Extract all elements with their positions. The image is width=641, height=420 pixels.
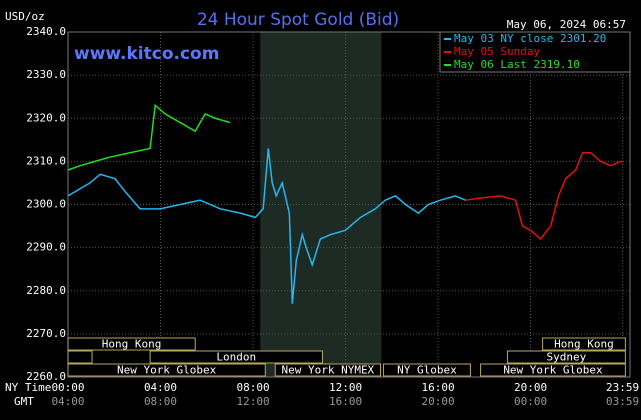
x2-tick-label: 20:00 (421, 395, 454, 408)
x-tick-label: 16:00 (421, 381, 454, 394)
y-axis-label: USD/oz (5, 10, 45, 23)
y-tick-label: 2340.0 (26, 25, 66, 38)
x-tick-label: 20:00 (514, 381, 547, 394)
price-line (67, 148, 466, 304)
price-line (465, 152, 623, 241)
session-box (67, 350, 93, 364)
legend-label: May 06 Last 2319.10 (454, 58, 580, 71)
x2-tick-label: 00:00 (514, 395, 547, 408)
session-box (67, 363, 266, 377)
x2-tick-label: 16:00 (329, 395, 362, 408)
x2-tick-label: 12:00 (236, 395, 269, 408)
session-label: New York NYMEX (281, 364, 374, 377)
x-tick-label: 23:59 (606, 381, 639, 394)
watermark: www.kitco.com (74, 44, 219, 64)
x2-axis-label: GMT (14, 395, 34, 408)
x-tick-label: 12:00 (329, 381, 362, 394)
y-tick-label: 2310.0 (26, 154, 66, 167)
y-tick-label: 2280.0 (26, 284, 66, 297)
x2-tick-label: 04:00 (51, 395, 84, 408)
chart-title: 24 Hour Spot Gold (Bid) (197, 10, 399, 30)
x-tick-label: 04:00 (144, 381, 177, 394)
y-tick-label: 2320.0 (26, 111, 66, 124)
y-tick-label: 2290.0 (26, 241, 66, 254)
legend-label: May 05 Sunday (454, 45, 540, 58)
x2-tick-label: 03:59 (606, 395, 639, 408)
session-label: NY Globex (397, 364, 457, 377)
session-box (506, 350, 626, 364)
x-tick-label: 00:00 (51, 381, 84, 394)
timestamp: May 06, 2024 06:57 (507, 18, 626, 31)
legend-box (439, 31, 631, 73)
session-box (67, 337, 196, 351)
session-label: New York Globex (503, 364, 603, 377)
y-tick-label: 2270.0 (26, 327, 66, 340)
session-box (274, 363, 381, 377)
price-line (67, 103, 231, 171)
session-box (382, 363, 471, 377)
x-axis-label: NY Time (5, 381, 51, 394)
session-label: New York Globex (117, 364, 217, 377)
legend-label: May 03 NY close 2301.20 (454, 32, 606, 45)
x-tick-label: 08:00 (236, 381, 269, 394)
y-tick-label: 2330.0 (26, 68, 66, 81)
session-label: London (216, 351, 256, 364)
session-box (149, 350, 323, 364)
session-label: Hong Kong (102, 338, 162, 351)
session-box (480, 363, 626, 377)
plot-frame (67, 31, 631, 378)
session-label: Sydney (547, 351, 587, 364)
x2-tick-label: 08:00 (144, 395, 177, 408)
session-box (542, 337, 626, 351)
y-tick-label: 2300.0 (26, 198, 66, 211)
y-tick-label: 2260.0 (26, 370, 66, 383)
session-label: Hong Kong (554, 338, 614, 351)
